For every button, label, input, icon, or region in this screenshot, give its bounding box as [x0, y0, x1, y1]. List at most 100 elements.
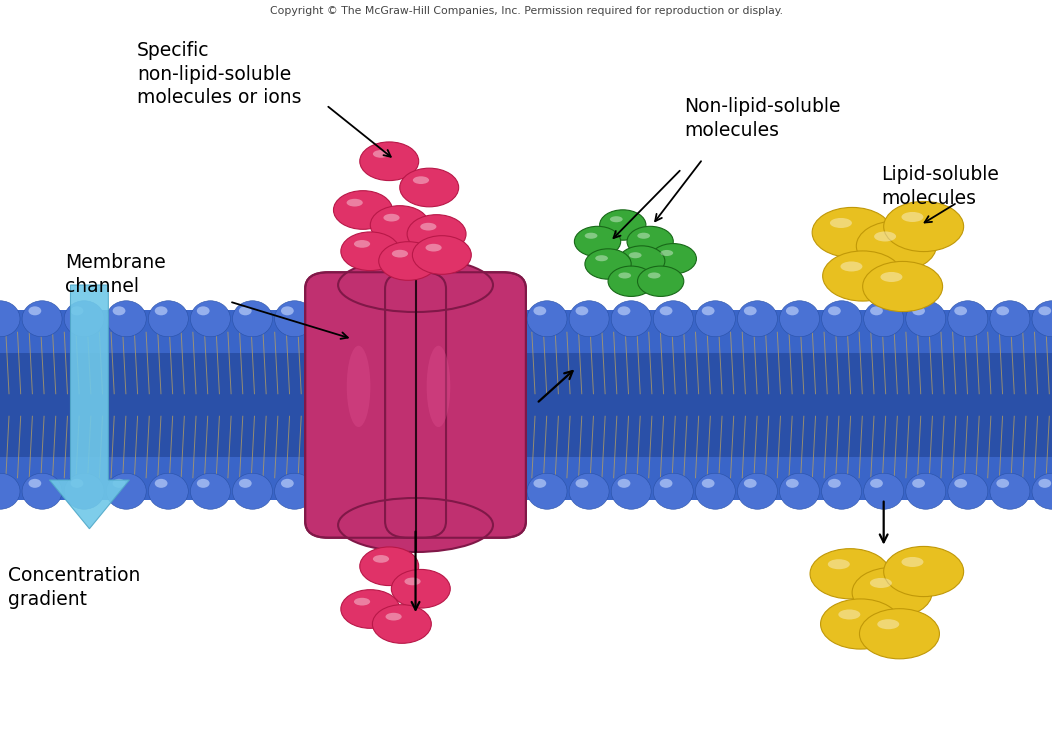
Ellipse shape: [275, 473, 315, 509]
Ellipse shape: [653, 473, 693, 509]
Ellipse shape: [618, 478, 630, 488]
Ellipse shape: [232, 301, 272, 337]
Ellipse shape: [574, 226, 621, 256]
Ellipse shape: [353, 240, 370, 248]
Ellipse shape: [611, 301, 651, 337]
Ellipse shape: [372, 150, 389, 158]
Ellipse shape: [420, 223, 437, 230]
Ellipse shape: [379, 242, 438, 280]
Text: Concentration
gradient: Concentration gradient: [8, 566, 141, 609]
Ellipse shape: [828, 306, 841, 315]
Text: Membrane
channel: Membrane channel: [65, 254, 166, 296]
Ellipse shape: [427, 346, 450, 427]
Ellipse shape: [569, 301, 609, 337]
Ellipse shape: [744, 478, 756, 488]
Ellipse shape: [618, 306, 630, 315]
Ellipse shape: [372, 555, 389, 562]
Ellipse shape: [661, 250, 673, 256]
Ellipse shape: [527, 473, 567, 509]
Ellipse shape: [702, 478, 714, 488]
Ellipse shape: [954, 478, 967, 488]
Ellipse shape: [828, 560, 850, 569]
Ellipse shape: [874, 232, 896, 242]
Ellipse shape: [595, 255, 608, 261]
Ellipse shape: [239, 478, 251, 488]
Ellipse shape: [569, 473, 609, 509]
Ellipse shape: [407, 214, 466, 254]
Ellipse shape: [385, 613, 402, 620]
Ellipse shape: [786, 306, 798, 315]
Ellipse shape: [585, 249, 631, 279]
Ellipse shape: [611, 473, 651, 509]
Ellipse shape: [148, 301, 188, 337]
FancyBboxPatch shape: [385, 272, 526, 538]
Ellipse shape: [338, 258, 493, 312]
Ellipse shape: [610, 216, 623, 222]
Ellipse shape: [0, 301, 20, 337]
Ellipse shape: [830, 218, 852, 228]
Ellipse shape: [64, 473, 104, 509]
Ellipse shape: [650, 244, 696, 274]
Ellipse shape: [64, 301, 104, 337]
Ellipse shape: [281, 306, 294, 315]
Ellipse shape: [347, 346, 370, 427]
Ellipse shape: [870, 478, 883, 488]
Ellipse shape: [370, 206, 429, 245]
Text: Lipid-soluble
molecules: Lipid-soluble molecules: [882, 165, 999, 208]
Ellipse shape: [629, 252, 642, 258]
Ellipse shape: [737, 473, 777, 509]
Ellipse shape: [372, 604, 431, 644]
Ellipse shape: [828, 478, 841, 488]
Ellipse shape: [190, 473, 230, 509]
Ellipse shape: [864, 473, 904, 509]
Ellipse shape: [864, 301, 904, 337]
Ellipse shape: [425, 244, 442, 251]
Ellipse shape: [412, 176, 429, 184]
Ellipse shape: [695, 301, 735, 337]
Ellipse shape: [863, 262, 943, 311]
Ellipse shape: [1032, 473, 1052, 509]
Bar: [0, 310, 1052, 500]
Ellipse shape: [281, 478, 294, 488]
Ellipse shape: [996, 478, 1009, 488]
Text: Copyright © The McGraw-Hill Companies, Inc. Permission required for reproduction: Copyright © The McGraw-Hill Companies, I…: [269, 6, 783, 16]
Ellipse shape: [902, 557, 924, 567]
Ellipse shape: [744, 306, 756, 315]
Ellipse shape: [996, 306, 1009, 315]
Ellipse shape: [338, 498, 493, 552]
Ellipse shape: [360, 547, 419, 586]
Ellipse shape: [585, 232, 598, 238]
Ellipse shape: [113, 478, 125, 488]
Ellipse shape: [400, 168, 459, 207]
Ellipse shape: [0, 473, 20, 509]
Ellipse shape: [990, 301, 1030, 337]
Ellipse shape: [810, 549, 890, 598]
Bar: [0, 353, 1052, 457]
Ellipse shape: [533, 306, 546, 315]
Ellipse shape: [608, 266, 654, 296]
Ellipse shape: [838, 610, 861, 620]
Ellipse shape: [106, 301, 146, 337]
Text: Non-lipid-soluble
molecules: Non-lipid-soluble molecules: [684, 98, 841, 140]
Ellipse shape: [341, 232, 400, 271]
Ellipse shape: [346, 199, 363, 206]
Ellipse shape: [1038, 306, 1051, 315]
Ellipse shape: [948, 301, 988, 337]
Ellipse shape: [391, 250, 408, 257]
Ellipse shape: [821, 599, 901, 649]
Ellipse shape: [391, 569, 450, 608]
Ellipse shape: [533, 478, 546, 488]
Ellipse shape: [870, 306, 883, 315]
Ellipse shape: [912, 306, 925, 315]
Ellipse shape: [239, 306, 251, 315]
Ellipse shape: [859, 609, 939, 658]
Ellipse shape: [28, 306, 41, 315]
Ellipse shape: [638, 266, 684, 296]
Bar: [376, 305, 456, 505]
Ellipse shape: [648, 272, 661, 278]
Ellipse shape: [954, 306, 967, 315]
Ellipse shape: [155, 478, 167, 488]
Ellipse shape: [28, 478, 41, 488]
Ellipse shape: [660, 306, 672, 315]
Ellipse shape: [106, 473, 146, 509]
